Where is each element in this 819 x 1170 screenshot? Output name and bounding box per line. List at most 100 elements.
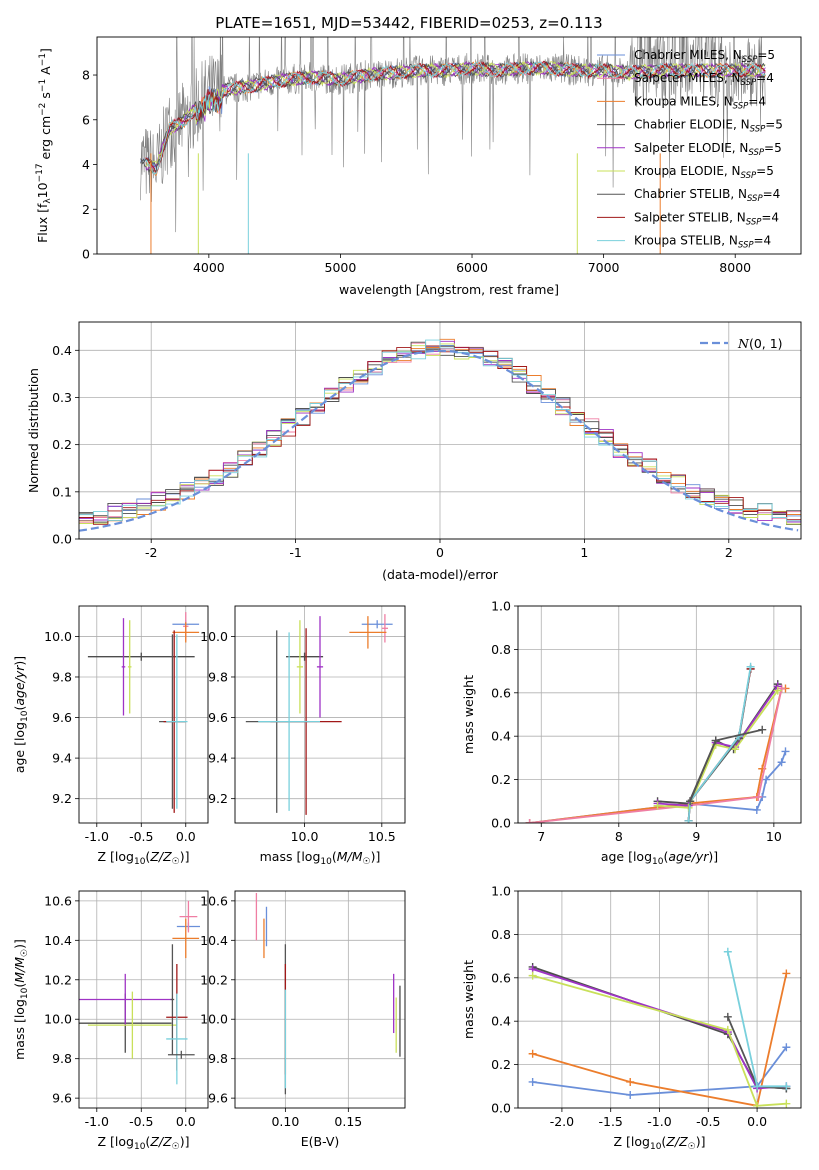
data-point-marker [782, 1099, 791, 1108]
x-tick-label: 1 [580, 545, 588, 560]
x-tick-label: -0.5 [129, 1114, 153, 1129]
panel-mass-vs-Z: -1.0 -0.5 0.0 9.6 9.8 10.0 10.2 10.4 10.6 Z [log1… [12, 890, 209, 1152]
y-tick-label: 0.0 [491, 816, 511, 831]
errorbar-kroupa-stelib [258, 632, 320, 811]
data-point-marker [723, 1025, 732, 1034]
panel-weight-vs-Z: -2.0 -1.5 -1.0 -0.5 0.0 0.0 0.2 0.4 0.6 0.8 1.0 mas… [461, 884, 802, 1152]
y-tick-label: 8 [82, 68, 90, 83]
x-tick-label: 7000 [588, 260, 620, 275]
legend-label: Chabrier STELIB, NSSP=4 [634, 187, 780, 204]
x-axis-label: wavelength [Angstrom, rest frame] [339, 282, 559, 297]
x-tick-label: -1.0 [85, 829, 109, 844]
y-tick-label: 9.4 [52, 751, 72, 766]
axes-frame [517, 605, 802, 824]
x-tick-label: 10.0 [291, 829, 319, 844]
y-tick-label: 1.0 [491, 599, 511, 614]
y-tick-label: 9.6 [52, 710, 72, 725]
y-tick-label: 0.8 [491, 642, 511, 657]
y-tick-label: 10.6 [44, 893, 72, 908]
series-line [532, 974, 787, 1107]
x-tick-label: 0.0 [176, 829, 196, 844]
y-tick-label: 0.3 [52, 390, 72, 405]
legend-label: Chabrier MILES, NSSP=5 [634, 48, 775, 65]
errorbar-chabrier-stelib [167, 1050, 195, 1059]
x-axis-label: E(B-V) [301, 1134, 340, 1149]
data-point-marker [754, 792, 763, 801]
y-tick-label: 9.6 [208, 1091, 228, 1106]
y-tick-label: 10.0 [200, 1012, 228, 1027]
y-tick-label: 0.1 [52, 484, 72, 499]
legend-label: Kroupa STELIB, NSSP=4 [634, 234, 771, 251]
x-tick-label: 10 [766, 829, 782, 844]
panel-age-vs-Z: -1.0 -0.5 0.0 9.2 9.4 9.6 9.8 10.0 Z [log10(Z/Z☉… [12, 605, 209, 867]
errorbar-chabrier-elodie [286, 652, 324, 661]
y-tick-label: 9.6 [208, 710, 228, 725]
data-point-marker [528, 1049, 537, 1058]
plot-area [79, 900, 200, 1085]
x-axis-label: (data-model)/error [382, 567, 499, 582]
series-kroupa-elodie [528, 971, 791, 1108]
plot-area [528, 947, 791, 1108]
series-line [529, 688, 783, 823]
data-point-marker [753, 1082, 762, 1091]
errorbar-chabrier-miles [361, 620, 393, 629]
axes-frame [234, 605, 406, 824]
data-point-marker [773, 686, 782, 695]
data-point-marker [723, 1012, 732, 1021]
data-point-marker [626, 1090, 635, 1099]
legend-label: Salpeter STELIB, NSSP=4 [634, 210, 779, 227]
x-tick-label: 7 [537, 829, 545, 844]
legend-label: Salpeter ELODIE, NSSP=5 [634, 141, 782, 158]
data-point-marker [781, 747, 790, 756]
errorbar-salpeter-miles [381, 614, 388, 643]
x-tick-label: 8 [615, 829, 623, 844]
errorbar-kroupa-miles [172, 918, 200, 959]
y-tick-label: 0.8 [491, 927, 511, 942]
plot-area [245, 614, 393, 815]
x-tick-label: -0.5 [129, 829, 153, 844]
y-tick-label: 10.4 [44, 933, 72, 948]
y-tick-label: 9.8 [208, 1051, 228, 1066]
y-tick-label: 0.2 [52, 437, 72, 452]
series-chabrier-stelib [686, 725, 767, 806]
x-tick-label: -1.0 [647, 1114, 671, 1129]
x-tick-label: -2 [145, 545, 157, 560]
x-tick-label: 2 [725, 545, 733, 560]
y-tick-label: 9.2 [52, 791, 72, 806]
series-line [532, 1046, 788, 1096]
axes-frame [78, 605, 209, 824]
errorbar-kroupa-elodie [296, 620, 303, 714]
legend: Chabrier MILES, NSSP=5 Salpeter MILES, NS… [597, 48, 783, 251]
series-line [689, 728, 763, 802]
observed-spectrum [140, 37, 766, 233]
y-tick-label: 9.8 [52, 1051, 72, 1066]
y-tick-label: 0 [82, 247, 90, 262]
y-tick-label: 10.0 [44, 629, 72, 644]
x-tick-label: 10.5 [368, 829, 396, 844]
x-axis-label: Z [log10(Z/Z☉)] [614, 1134, 706, 1152]
errorbar-salpeter-elodie [79, 973, 172, 1026]
y-tick-label: 9.2 [208, 791, 228, 806]
data-point-marker [525, 819, 534, 823]
y-tick-label: 10.2 [200, 972, 228, 987]
data-point-marker [723, 947, 732, 956]
y-tick-label: 1.0 [491, 884, 511, 899]
errorbar-kroupa-elodie [87, 991, 177, 1059]
legend-label: Chabrier ELODIE, NSSP=5 [634, 118, 783, 135]
legend: N(0, 1) [700, 336, 783, 351]
data-point-marker [777, 758, 786, 767]
axes-frame [96, 36, 802, 255]
y-tick-label: 0.4 [491, 1014, 511, 1029]
normal-reference-curve [79, 349, 799, 532]
model-spectrum-salpeter-stelib [145, 60, 766, 175]
y-tick-label: 9.8 [208, 669, 228, 684]
x-tick-label: -1.5 [599, 1114, 623, 1129]
histogram-kroupa-stelib [79, 339, 801, 522]
y-tick-label: 10.4 [200, 933, 228, 948]
y-tick-label: 6 [82, 112, 90, 127]
x-tick-label: 6000 [456, 260, 488, 275]
axes-frame [234, 890, 406, 1109]
legend-label: Kroupa MILES, NSSP=4 [634, 94, 766, 111]
legend-label: Kroupa ELODIE, NSSP=5 [634, 164, 774, 181]
x-axis-label: Z [log10(Z/Z☉)] [98, 1134, 190, 1152]
